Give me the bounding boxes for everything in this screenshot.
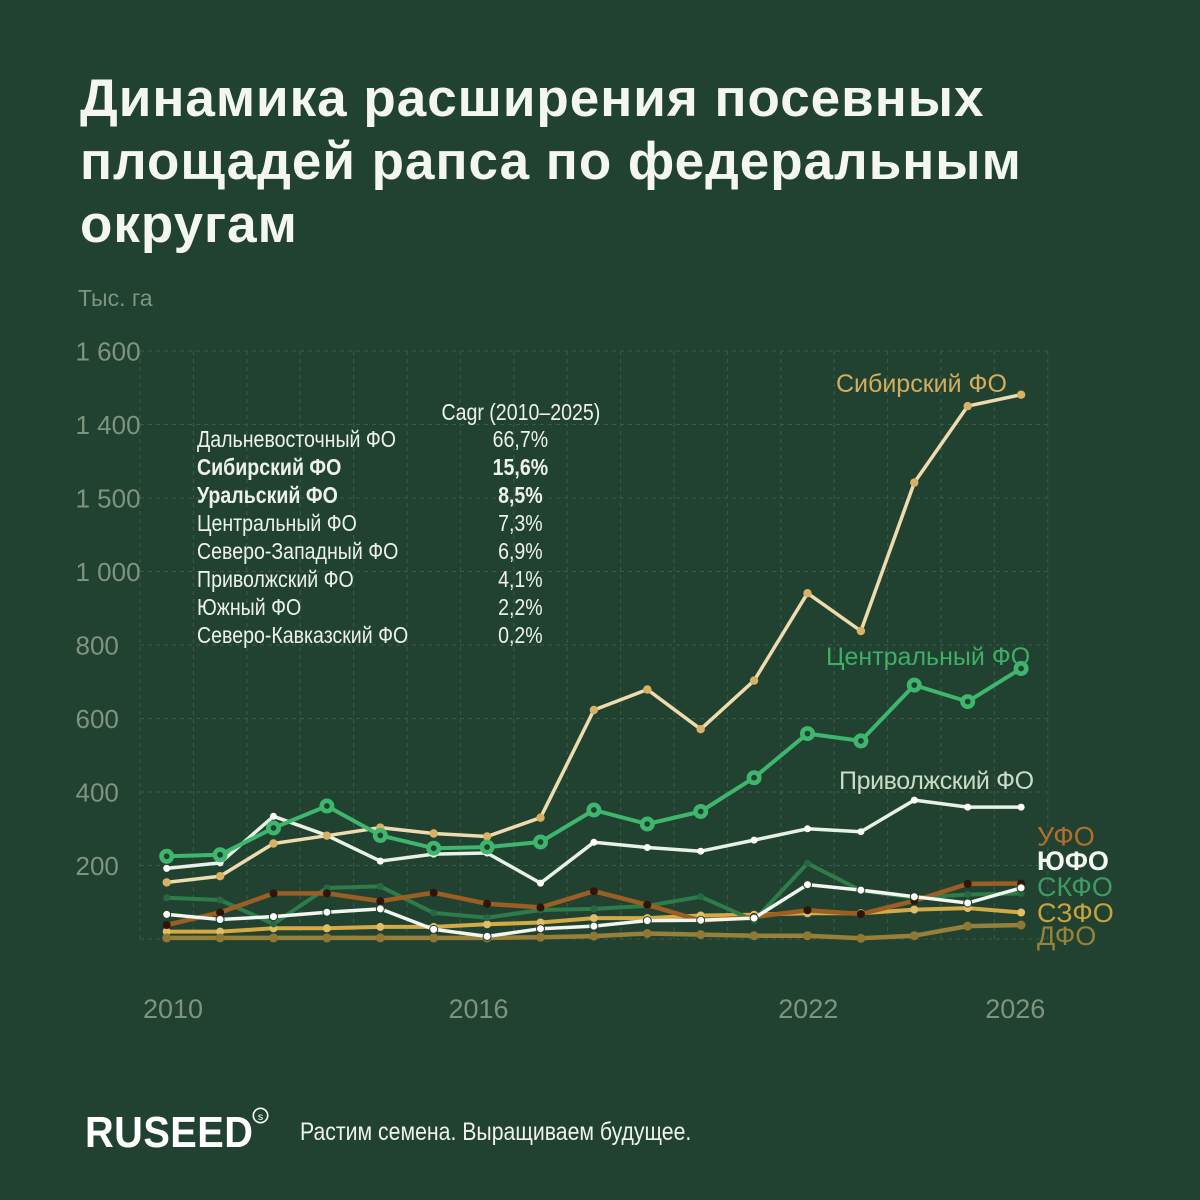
svg-text:ЮФО: ЮФО <box>1037 846 1109 876</box>
svg-text:СКФО: СКФО <box>1037 872 1113 902</box>
svg-text:ДФО: ДФО <box>1037 921 1096 951</box>
svg-text:2022: 2022 <box>778 994 838 1024</box>
svg-text:1 000: 1 000 <box>76 557 141 587</box>
svg-text:800: 800 <box>76 631 119 661</box>
svg-text:1 600: 1 600 <box>76 337 141 367</box>
svg-text:2026: 2026 <box>985 994 1045 1024</box>
svg-text:2016: 2016 <box>448 994 508 1024</box>
svg-text:СЗФО: СЗФО <box>1037 898 1114 928</box>
svg-text:Приволжский ФО: Приволжский ФО <box>839 767 1034 795</box>
svg-text:200: 200 <box>76 851 119 881</box>
svg-text:Сибирский ФО: Сибирский ФО <box>836 370 1007 398</box>
svg-text:600: 600 <box>76 704 119 734</box>
svg-text:s: s <box>258 1111 263 1123</box>
svg-text:1 400: 1 400 <box>76 410 141 440</box>
svg-text:400: 400 <box>76 778 119 808</box>
svg-text:2010: 2010 <box>143 994 203 1024</box>
svg-text:Центральный ФО: Центральный ФО <box>826 643 1030 671</box>
svg-text:УФО: УФО <box>1037 822 1095 852</box>
svg-text:1 500: 1 500 <box>76 484 141 514</box>
